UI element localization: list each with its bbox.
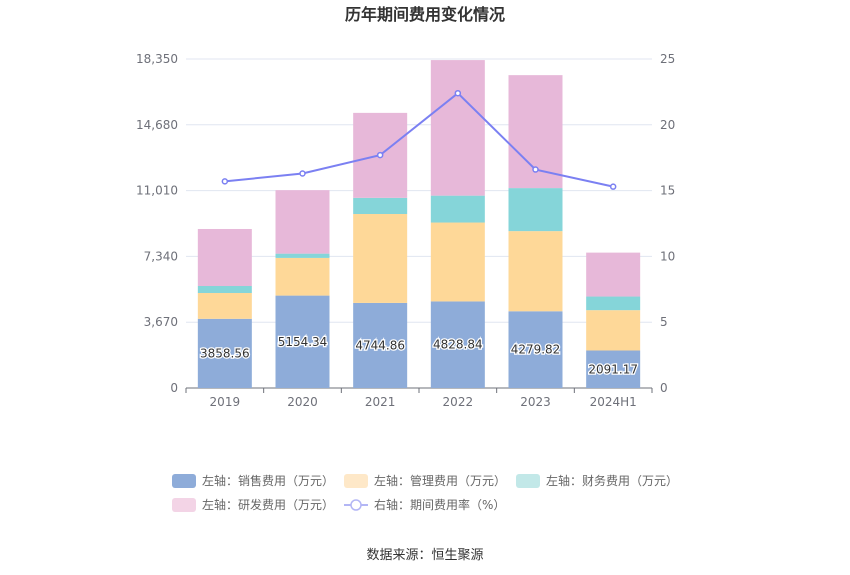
bar-value-label: 2091.17 — [588, 362, 638, 376]
bar-value-label: 5154.34 — [278, 335, 328, 349]
legend-label: 左轴：研发费用（万元） — [202, 497, 334, 512]
right-tick-label: 20 — [660, 118, 675, 132]
left-axis-ticks: 0 3,670 7,340 11,010 14,680 18,350 — [136, 52, 178, 395]
bar-segment — [508, 231, 563, 312]
left-tick-label: 18,350 — [136, 52, 178, 66]
chart-title: 历年期间费用变化情况 — [345, 5, 505, 24]
legend-label: 左轴：销售费用（万元） — [202, 473, 334, 488]
left-tick-label: 14,680 — [136, 118, 178, 132]
bar-segment — [586, 310, 641, 351]
legend-swatch — [172, 498, 196, 512]
x-axis-ticks: 2019 2020 2021 2022 2023 2024H1 — [185, 388, 653, 409]
x-tick-label: 2021 — [365, 395, 396, 409]
rate-line — [221, 89, 617, 190]
bar-value-label: 4828.84 — [433, 338, 483, 352]
left-tick-label: 3,670 — [144, 315, 178, 329]
left-tick-label: 11,010 — [136, 184, 178, 198]
bar-segment — [586, 296, 641, 311]
bar-segment — [430, 60, 485, 196]
x-tick-label: 2023 — [520, 395, 551, 409]
bar-segment — [430, 222, 485, 302]
bar-value-label: 3858.56 — [200, 346, 250, 360]
rate-line-point — [221, 178, 229, 185]
bar-segment — [586, 350, 641, 388]
legend-swatch — [172, 474, 196, 488]
bar-value-label: 4279.82 — [511, 343, 561, 357]
legend[interactable]: 左轴：销售费用（万元） 左轴：管理费用（万元） 左轴：财务费用（万元） 左轴：研发费用… — [172, 473, 678, 512]
source-note: 数据来源：恒生聚源 — [366, 548, 483, 563]
right-axis-ticks: 0 5 10 15 20 25 — [660, 52, 675, 395]
x-tick-label: 2022 — [443, 395, 474, 409]
legend-line-marker — [350, 499, 362, 511]
rate-line-point — [376, 151, 384, 159]
bar-segment — [430, 301, 485, 388]
bar-segment — [275, 295, 330, 388]
rate-line-point — [454, 89, 462, 97]
bar-segment — [275, 253, 330, 258]
left-tick-label: 0 — [170, 381, 178, 395]
right-tick-label: 0 — [660, 381, 668, 395]
bar-segment — [275, 257, 330, 296]
bar-labels: 3858.56 5154.34 4744.86 4828.84 4279.82 2091.… — [199, 334, 639, 378]
right-tick-label: 5 — [660, 315, 668, 329]
legend-label: 左轴：管理费用（万元） — [374, 473, 506, 488]
right-tick-label: 10 — [660, 249, 675, 263]
legend-swatch — [344, 474, 368, 488]
right-tick-label: 15 — [660, 184, 675, 198]
legend-label: 左轴：财务费用（万元） — [546, 473, 678, 488]
bar-segment — [197, 293, 252, 319]
bar-segment — [430, 195, 485, 223]
rate-line-point — [609, 183, 617, 190]
bar-stacks — [197, 60, 641, 388]
left-tick-label: 7,340 — [144, 249, 178, 263]
bar-segment — [353, 302, 408, 388]
bar-segment — [275, 190, 330, 254]
x-tick-label: 2020 — [287, 395, 318, 409]
legend-label: 右轴：期间费用率（%） — [374, 497, 505, 512]
bar-segment — [508, 188, 563, 232]
bar-segment — [197, 286, 252, 294]
bar-segment — [353, 214, 408, 303]
x-tick-label: 2024H1 — [590, 395, 637, 409]
rate-line-point — [532, 166, 539, 173]
bar-segment — [508, 311, 563, 388]
bar-segment — [586, 252, 641, 297]
rate-line-path — [224, 91, 614, 188]
rate-line-point — [299, 170, 306, 177]
x-tick-label: 2019 — [210, 395, 241, 409]
legend-swatch — [516, 474, 540, 488]
grid-lines — [186, 58, 652, 389]
bar-value-label: 4744.86 — [355, 338, 405, 352]
bar-segment — [197, 318, 252, 388]
bar-segment — [197, 228, 252, 287]
right-tick-label: 25 — [660, 52, 675, 66]
bar-segment — [353, 197, 408, 215]
